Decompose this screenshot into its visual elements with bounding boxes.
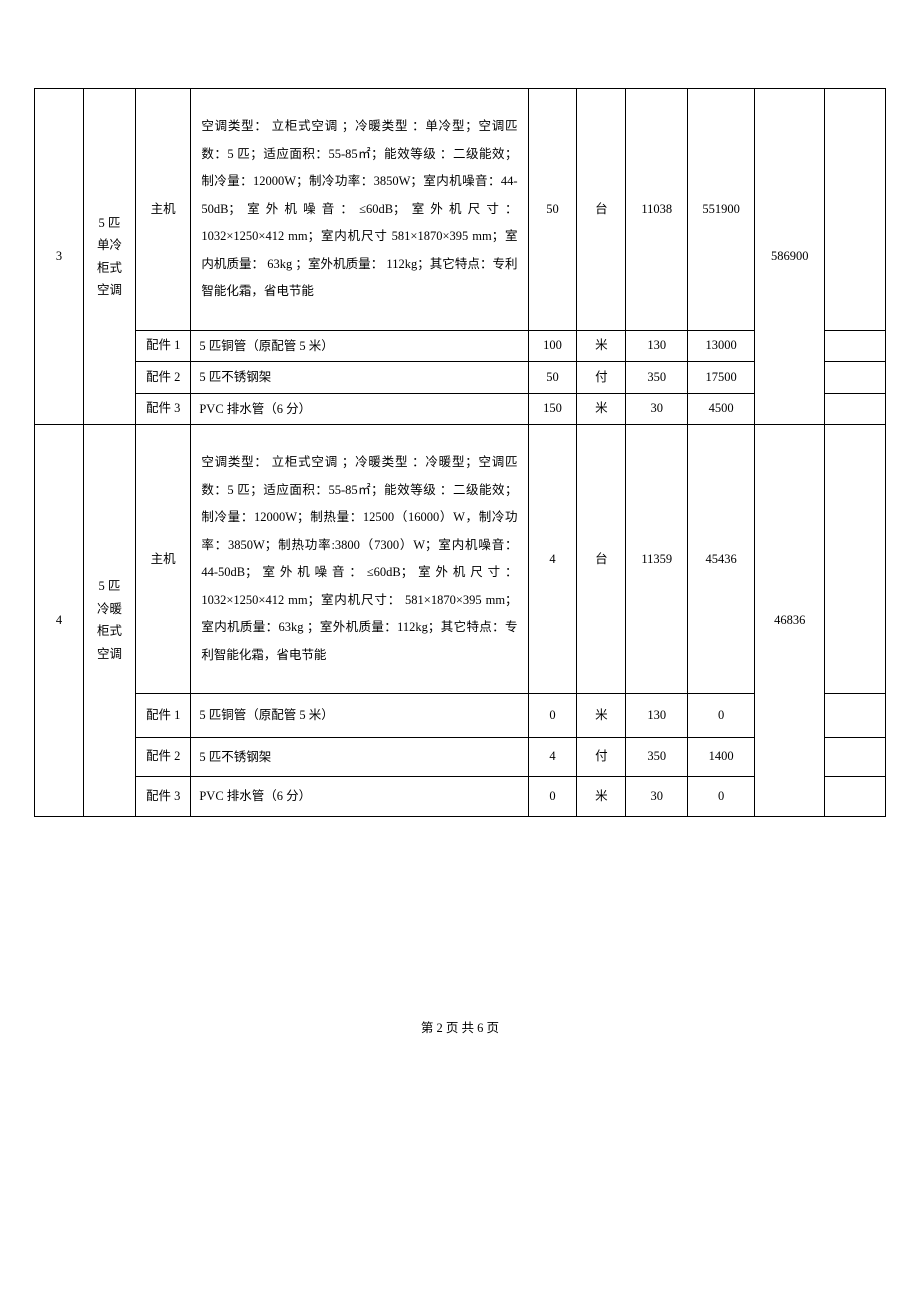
qty: 4 [528, 425, 577, 694]
price: 30 [626, 393, 688, 425]
qty: 100 [528, 330, 577, 362]
row-label: 主机 [136, 425, 191, 694]
unit: 付 [577, 362, 626, 394]
row-label: 主机 [136, 89, 191, 331]
group-index: 3 [35, 89, 84, 425]
price: 30 [626, 777, 688, 817]
qty: 50 [528, 89, 577, 331]
unit: 米 [577, 694, 626, 738]
remark [825, 425, 886, 694]
table-row: 4 5 匹 冷暖 柜式 空调 主机 空调类型： 立柜式空调 ；冷暖类型 ：冷暖型… [35, 425, 886, 694]
row-label: 配件 3 [136, 393, 191, 425]
amount: 45436 [688, 425, 755, 694]
subtotal: 46836 [755, 425, 825, 817]
qty: 150 [528, 393, 577, 425]
remark [825, 777, 886, 817]
price: 130 [626, 694, 688, 738]
spec-table: 3 5 匹 单冷 柜式 空调 主机 空调类型： 立柜式空调 ；冷暖类型 ：单冷型… [34, 88, 886, 817]
part-desc: PVC 排水管（6 分） [191, 393, 528, 425]
qty: 4 [528, 737, 577, 777]
amount: 17500 [688, 362, 755, 394]
main-desc: 空调类型： 立柜式空调 ；冷暖类型 ：单冷型；空调匹数：5 匹；适应面积：55-… [191, 89, 528, 331]
row-label: 配件 3 [136, 777, 191, 817]
remark [825, 393, 886, 425]
unit: 付 [577, 737, 626, 777]
price: 350 [626, 737, 688, 777]
row-label: 配件 2 [136, 362, 191, 394]
unit: 米 [577, 330, 626, 362]
price: 11038 [626, 89, 688, 331]
price: 130 [626, 330, 688, 362]
price: 11359 [626, 425, 688, 694]
row-label: 配件 1 [136, 330, 191, 362]
amount: 0 [688, 694, 755, 738]
part-desc: PVC 排水管（6 分） [191, 777, 528, 817]
unit: 台 [577, 89, 626, 331]
amount: 13000 [688, 330, 755, 362]
group-name: 5 匹 单冷 柜式 空调 [83, 89, 135, 425]
subtotal: 586900 [755, 89, 825, 425]
amount: 0 [688, 777, 755, 817]
qty: 0 [528, 694, 577, 738]
amount: 1400 [688, 737, 755, 777]
remark [825, 362, 886, 394]
part-desc: 5 匹铜管（原配管 5 米） [191, 694, 528, 738]
amount: 551900 [688, 89, 755, 331]
row-label: 配件 2 [136, 737, 191, 777]
table-row: 3 5 匹 单冷 柜式 空调 主机 空调类型： 立柜式空调 ；冷暖类型 ：单冷型… [35, 89, 886, 331]
unit: 台 [577, 425, 626, 694]
remark [825, 737, 886, 777]
row-label: 配件 1 [136, 694, 191, 738]
page-footer: 第 2 页 共 6 页 [34, 817, 886, 1036]
part-desc: 5 匹不锈钢架 [191, 737, 528, 777]
group-index: 4 [35, 425, 84, 817]
remark [825, 694, 886, 738]
qty: 0 [528, 777, 577, 817]
price: 350 [626, 362, 688, 394]
remark [825, 89, 886, 331]
part-desc: 5 匹铜管（原配管 5 米） [191, 330, 528, 362]
group-name: 5 匹 冷暖 柜式 空调 [83, 425, 135, 817]
remark [825, 330, 886, 362]
amount: 4500 [688, 393, 755, 425]
main-desc: 空调类型： 立柜式空调 ；冷暖类型 ：冷暖型；空调匹数：5 匹；适应面积：55-… [191, 425, 528, 694]
part-desc: 5 匹不锈钢架 [191, 362, 528, 394]
unit: 米 [577, 393, 626, 425]
qty: 50 [528, 362, 577, 394]
unit: 米 [577, 777, 626, 817]
